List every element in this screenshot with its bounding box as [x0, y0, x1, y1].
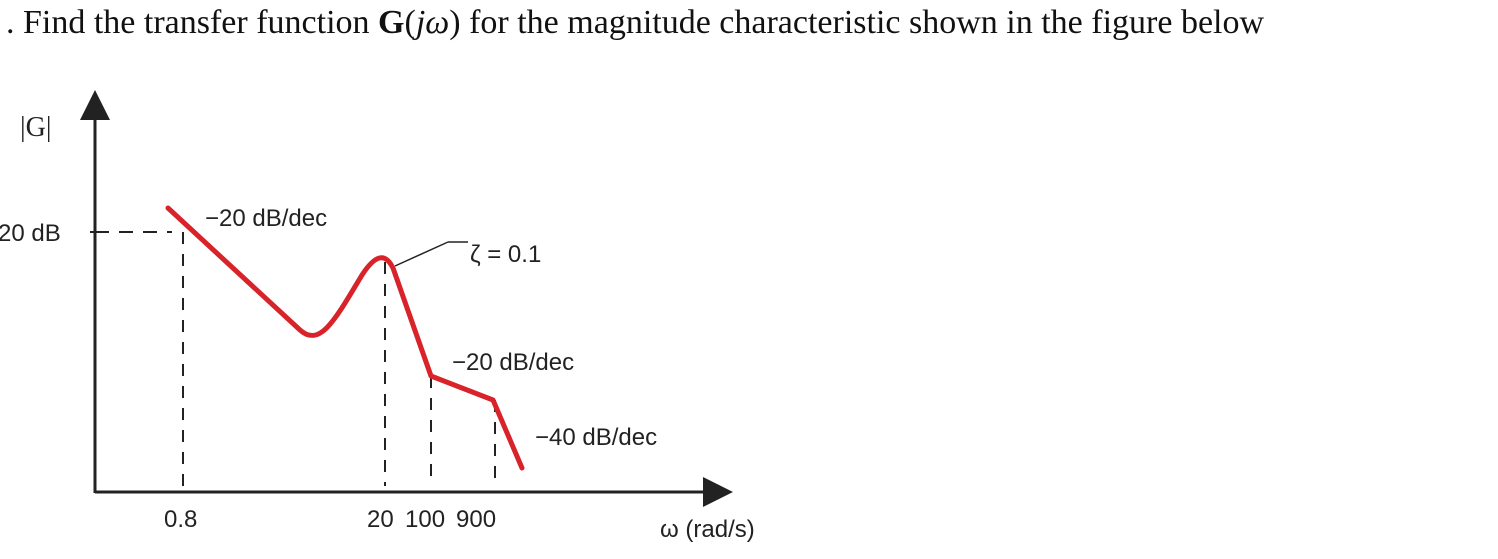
slope-label-1: −20 dB/dec — [205, 205, 327, 232]
x-tick-label-900: 900 — [456, 506, 496, 533]
slope-label-2: −20 dB/dec — [452, 349, 574, 376]
x-tick-label-0.8: 0.8 — [164, 506, 197, 533]
x-tick-label-20: 20 — [367, 506, 394, 533]
question-text: . Find the transfer function G(jω) for t… — [6, 4, 1264, 42]
question-suffix: for the magnitude characteristic shown i… — [460, 4, 1265, 41]
question-prefix: . Find the transfer function — [6, 4, 379, 41]
x-tick-label-100: 100 — [405, 506, 445, 533]
y-axis-label: |G| — [20, 112, 51, 143]
transfer-function-symbol: G — [378, 4, 405, 41]
magnitude-curve — [165, 205, 525, 471]
damping-label: ζ = 0.1 — [470, 241, 541, 268]
damping-leader-line — [394, 241, 449, 267]
y-tick-label-20db: 20 dB — [0, 220, 61, 247]
transfer-function-argument: jω — [415, 4, 450, 41]
x-axis-label: ω (rad/s) — [660, 516, 755, 543]
slope-label-3: −40 dB/dec — [535, 424, 657, 451]
paren-open: ( — [404, 4, 416, 41]
paren-close: ) — [449, 4, 461, 41]
